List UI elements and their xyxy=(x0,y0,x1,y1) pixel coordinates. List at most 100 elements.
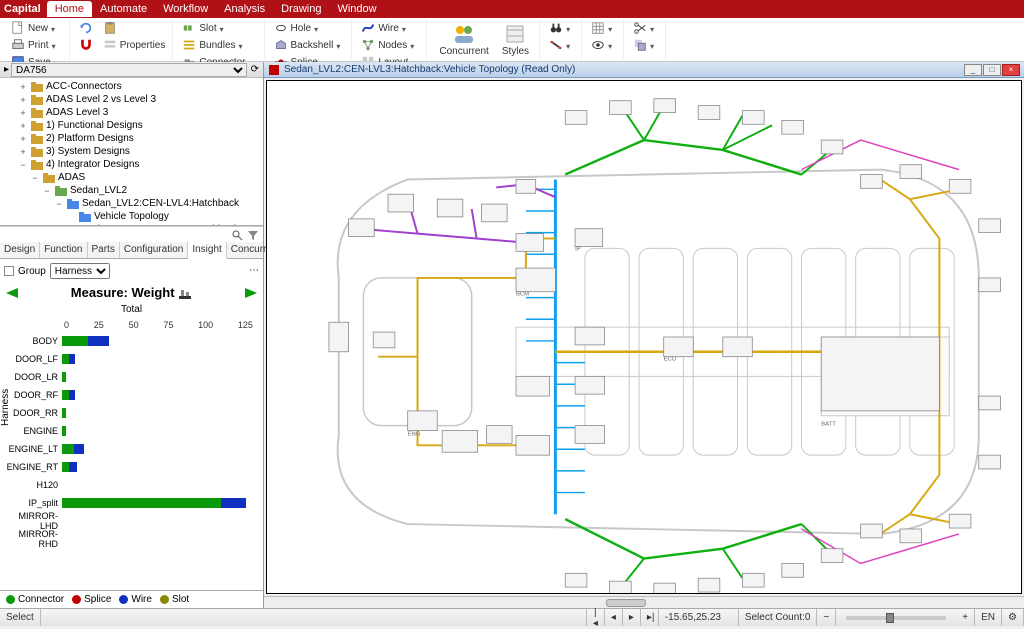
win-max[interactable]: □ xyxy=(983,64,1001,76)
menu-tab-workflow[interactable]: Workflow xyxy=(155,1,216,17)
insight-panel: Group Harness ⋯ Measure: Weight Total 02… xyxy=(0,259,263,590)
measure-row: Measure: Weight xyxy=(4,285,259,300)
canvas-title: Sedan_LVL2:CEN-LVL3:Hatchback:Vehicle To… xyxy=(284,64,575,75)
canvas-hscroll[interactable] xyxy=(264,596,1024,608)
refresh-icon[interactable]: ⟳ xyxy=(251,64,259,75)
chart-row-label: DOOR_RF xyxy=(4,390,62,400)
tree-item[interactable]: +1) Functional Designs xyxy=(2,119,261,132)
ribbon-new[interactable]: New xyxy=(8,20,65,36)
ribbon-grid[interactable] xyxy=(588,20,619,36)
ribbon-binoc[interactable] xyxy=(546,20,577,36)
ribbon-stack[interactable] xyxy=(630,37,661,53)
ribbon-group-file: New Print Save xyxy=(4,20,70,59)
chart-row: MIRROR-LHD xyxy=(4,512,253,530)
tree-item[interactable]: Vehicle Topology xyxy=(2,210,261,223)
panel-tab[interactable]: Design xyxy=(0,242,40,258)
ribbon-group-big: Concurrent Styles xyxy=(429,20,540,59)
ribbon-eye[interactable] xyxy=(588,37,619,53)
tree-item[interactable]: +ACC-Connectors xyxy=(2,80,261,93)
chart-row-label: ENGINE_LT xyxy=(4,444,62,454)
ribbon-wire[interactable]: Wire xyxy=(358,20,422,36)
menu-tab-home[interactable]: Home xyxy=(47,1,92,17)
insight-menu-icon[interactable]: ⋯ xyxy=(249,265,259,277)
panel-tab[interactable]: Configuration xyxy=(120,242,188,258)
svg-text:BATT: BATT xyxy=(821,422,836,428)
ribbon-group-colsB0 xyxy=(542,20,582,59)
eye-icon xyxy=(591,38,605,52)
project-select[interactable]: DA756 xyxy=(11,63,247,77)
tree-filter-icon[interactable] xyxy=(247,229,259,241)
ribbon-group-edit: Properties xyxy=(72,20,174,59)
ribbon-properties[interactable]: Properties xyxy=(100,37,169,53)
ribbon-styles[interactable]: Styles xyxy=(496,20,535,59)
ribbon-bundles[interactable]: Bundles xyxy=(179,37,259,53)
svg-text:IP: IP xyxy=(575,246,581,252)
hole-icon xyxy=(274,21,288,35)
legend-item: Connector xyxy=(6,594,64,605)
tree-item[interactable]: +ADAS Level 2 vs Level 3 xyxy=(2,93,261,106)
ribbon-cut[interactable] xyxy=(630,20,661,36)
ribbon-magnet[interactable] xyxy=(76,37,96,53)
insight-expand-icon[interactable] xyxy=(4,266,14,276)
ribbon-group-colsB1 xyxy=(584,20,624,59)
ribbon-align[interactable] xyxy=(546,37,577,53)
group-select[interactable]: Harness xyxy=(50,263,110,279)
svg-text:ENG: ENG xyxy=(408,431,421,437)
backshell-icon xyxy=(274,38,288,52)
ribbon-nodes[interactable]: Nodes xyxy=(358,37,422,53)
nodes-icon xyxy=(361,38,375,52)
nav-play[interactable]: ▸ xyxy=(623,609,641,626)
ribbon-print[interactable]: Print xyxy=(8,37,65,53)
ribbon-hole[interactable]: Hole xyxy=(271,20,348,36)
chart-row-label: MIRROR-RHD xyxy=(4,529,62,549)
ribbon-undo[interactable] xyxy=(76,20,96,36)
stack-icon xyxy=(633,38,647,52)
tree-search-icon[interactable] xyxy=(231,229,243,241)
ribbon-backshell[interactable]: Backshell xyxy=(271,37,348,53)
tree-item[interactable]: +ADAS Level 3 xyxy=(2,106,261,119)
tree-item[interactable]: −ADAS xyxy=(2,171,261,184)
tree-item[interactable]: −Sedan_LVL2:CEN-LVL4:Hatchback xyxy=(2,197,261,210)
menu-tab-automate[interactable]: Automate xyxy=(92,1,155,17)
chart-row: DOOR_LR xyxy=(4,368,253,386)
next-measure-arrow[interactable] xyxy=(243,287,259,299)
grid-icon xyxy=(591,21,605,35)
status-misc[interactable]: ⚙ xyxy=(1002,609,1024,626)
zoom-out[interactable]: − xyxy=(817,609,836,626)
menu-tab-analysis[interactable]: Analysis xyxy=(216,1,273,17)
panel-tab[interactable]: Parts xyxy=(88,242,120,258)
tree-item[interactable]: +3) System Designs xyxy=(2,145,261,158)
zoom-slider[interactable] xyxy=(846,616,946,620)
panel-tab[interactable]: Function xyxy=(40,242,87,258)
panel-tab[interactable]: Insight xyxy=(188,242,226,259)
align-icon xyxy=(549,38,563,52)
statusbar: Select |◂ ◂ ▸ ▸| -15.65,25.23 Select Cou… xyxy=(0,608,1024,626)
chart-legend: Connector Splice Wire Slot xyxy=(0,590,263,608)
menu-tab-window[interactable]: Window xyxy=(329,1,384,17)
magnet-icon xyxy=(79,38,93,52)
status-mode: Select xyxy=(0,609,41,626)
win-min[interactable]: _ xyxy=(964,64,982,76)
ribbon-paste[interactable] xyxy=(100,20,120,36)
paste-icon xyxy=(103,21,117,35)
ribbon-slot[interactable]: Slot xyxy=(179,20,259,36)
legend-item: Slot xyxy=(160,594,189,605)
tree-item[interactable]: −Sedan_LVL2 xyxy=(2,184,261,197)
ribbon-concurrent[interactable]: Concurrent xyxy=(433,20,494,59)
chart-row: DOOR_RR xyxy=(4,404,253,422)
zoom-in[interactable]: + xyxy=(956,609,975,626)
topology-canvas[interactable]: BCMIPECUBATTENG xyxy=(266,80,1022,594)
legend-item: Wire xyxy=(119,594,152,605)
legend-item: Splice xyxy=(72,594,111,605)
prev-measure-arrow[interactable] xyxy=(4,287,20,299)
app-name: Capital xyxy=(4,3,41,15)
nav-next[interactable]: ▸| xyxy=(641,609,659,626)
tree-item[interactable]: −4) Integrator Designs xyxy=(2,158,261,171)
tree-item[interactable]: +2) Platform Designs xyxy=(2,132,261,145)
nav-prev[interactable]: ◂ xyxy=(605,609,623,626)
project-tree[interactable]: +ACC-Connectors+ADAS Level 2 vs Level 3+… xyxy=(0,78,263,226)
win-close[interactable]: × xyxy=(1002,64,1020,76)
nav-first[interactable]: |◂ xyxy=(587,609,605,626)
svg-text:BCM: BCM xyxy=(516,292,529,298)
menu-tab-drawing[interactable]: Drawing xyxy=(273,1,329,17)
